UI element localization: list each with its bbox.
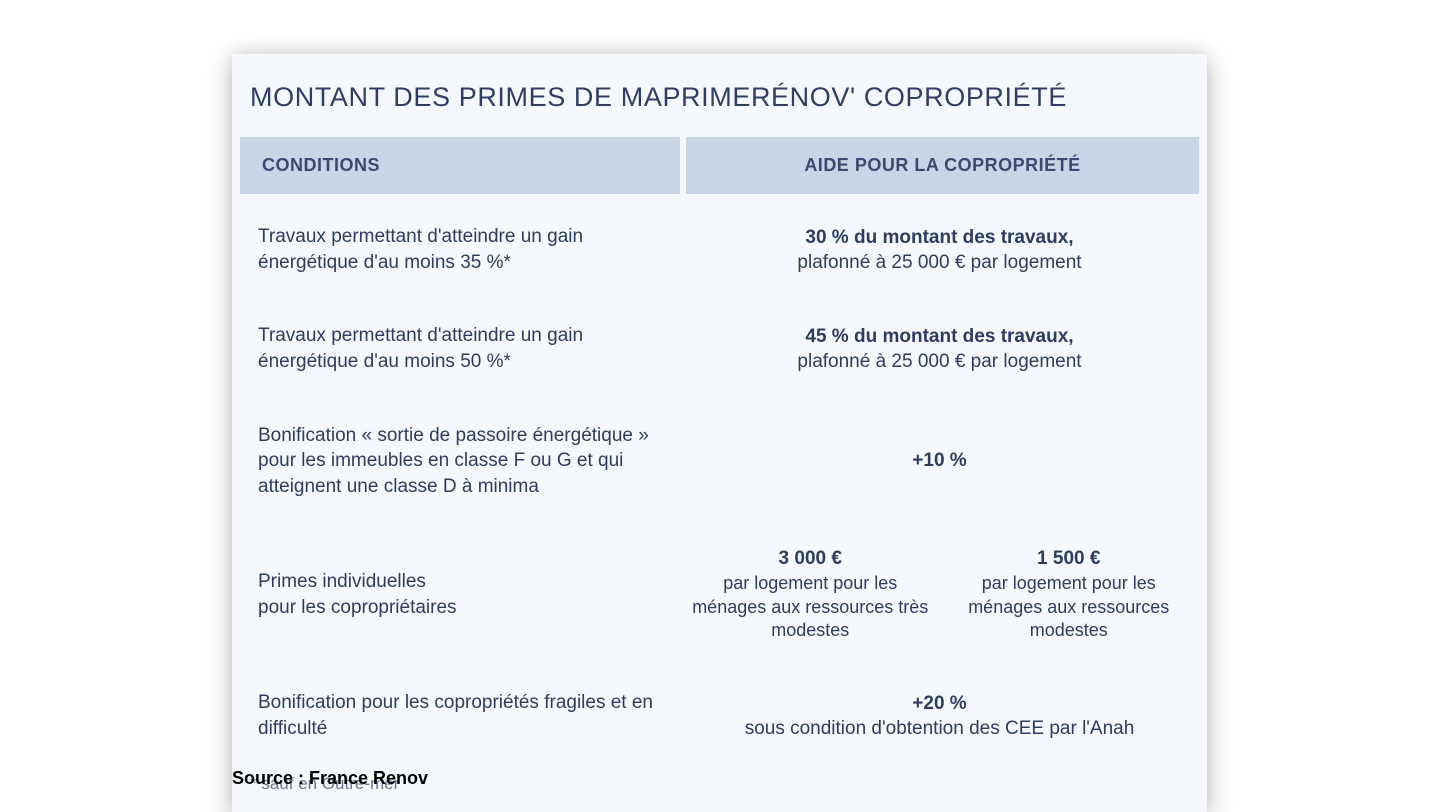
aide-value-bold: 30 % du montant des travaux,: [805, 227, 1073, 248]
info-card: MONTANT DES PRIMES DE MAPRIMERÉNOV' COPR…: [232, 54, 1207, 812]
split-col-2: 1 500 € par logement pour les ménages au…: [945, 547, 1194, 642]
primes-table: CONDITIONS AIDE POUR LA COPROPRIÉTÉ Trav…: [240, 137, 1199, 768]
cell-aide: +20 % sous condition d'obtention des CEE…: [680, 690, 1199, 741]
table-row: Bonification « sortie de passoire énergé…: [240, 401, 1199, 526]
cell-condition: Travaux permettant d'atteindre un gain é…: [240, 323, 680, 374]
table-header-row: CONDITIONS AIDE POUR LA COPROPRIÉTÉ: [240, 137, 1199, 194]
cell-condition: Travaux permettant d'atteindre un gain é…: [240, 224, 680, 275]
table-row: Travaux permettant d'atteindre un gain é…: [240, 202, 1199, 301]
table-row: Bonification pour les copropriétés fragi…: [240, 668, 1199, 767]
cell-condition: Bonification « sortie de passoire énergé…: [240, 423, 680, 500]
header-aide: AIDE POUR LA COPROPRIÉTÉ: [686, 137, 1199, 194]
cell-condition: Bonification pour les copropriétés fragi…: [240, 690, 680, 741]
cell-aide: 45 % du montant des travaux, plafonné à …: [680, 323, 1199, 374]
cell-aide-split: 3 000 € par logement pour les ménages au…: [680, 547, 1199, 642]
card-title: MONTANT DES PRIMES DE MAPRIMERÉNOV' COPR…: [240, 82, 1199, 137]
aide-value-sub: plafonné à 25 000 € par logement: [797, 252, 1081, 273]
aide-value-sub: plafonné à 25 000 € par logement: [797, 351, 1081, 372]
aide-value-sub: sous condition d'obtention des CEE par l…: [745, 718, 1135, 739]
aide-value-bold: 45 % du montant des travaux,: [805, 326, 1073, 347]
aide-value-bold: +10 %: [912, 448, 966, 473]
cell-condition: Primes individuelles pour les copropriét…: [240, 547, 680, 642]
split-sub: par logement pour les ménages aux ressou…: [945, 572, 1194, 642]
split-bold: 3 000 €: [686, 547, 935, 572]
cell-aide: +10 %: [680, 423, 1199, 500]
aide-value-bold: +20 %: [912, 693, 966, 714]
split-bold: 1 500 €: [945, 547, 1194, 572]
split-sub: par logement pour les ménages aux ressou…: [686, 572, 935, 642]
table-row: Primes individuelles pour les copropriét…: [240, 525, 1199, 668]
header-conditions: CONDITIONS: [240, 137, 680, 194]
cell-aide: 30 % du montant des travaux, plafonné à …: [680, 224, 1199, 275]
table-row: Travaux permettant d'atteindre un gain é…: [240, 301, 1199, 400]
split-col-1: 3 000 € par logement pour les ménages au…: [686, 547, 935, 642]
source-label: Source : France Renov: [232, 768, 428, 789]
